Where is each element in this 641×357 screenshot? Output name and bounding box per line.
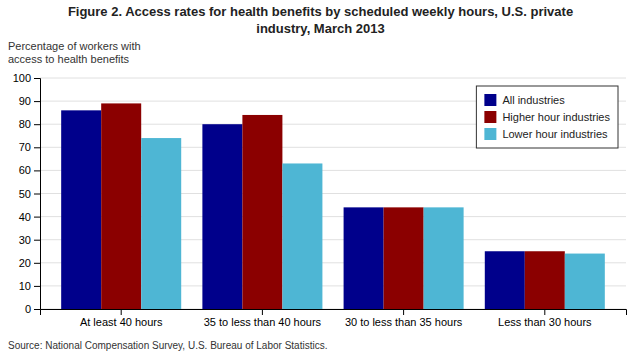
y-tick-mark bbox=[34, 217, 40, 218]
y-tick: 20 bbox=[19, 257, 40, 269]
y-tick: 90 bbox=[19, 95, 40, 107]
y-tick-label: 20 bbox=[19, 257, 31, 269]
y-tick-mark bbox=[34, 101, 40, 102]
y-tick-label: 70 bbox=[19, 141, 31, 153]
title: Figure 2. Access rates for health benefi… bbox=[68, 4, 573, 36]
legend-label: Lower hour industries bbox=[502, 128, 608, 140]
bar bbox=[61, 110, 101, 309]
legend-item: Lower hour industries bbox=[484, 128, 608, 140]
x-tick-mark bbox=[544, 309, 545, 315]
bar bbox=[424, 207, 464, 309]
x-tick: At least 40 hours bbox=[80, 309, 163, 328]
bar-series bbox=[101, 103, 565, 309]
y-tick: 100 bbox=[13, 72, 40, 84]
bar bbox=[242, 115, 282, 309]
y-axis-label: Percentage of workers withaccess to heal… bbox=[8, 40, 141, 65]
y-tick-mark bbox=[34, 240, 40, 241]
grid bbox=[40, 78, 626, 309]
x-tick: Less than 30 hours bbox=[498, 309, 592, 328]
x-tick-label: Less than 30 hours bbox=[498, 316, 592, 328]
y-tick-label: 50 bbox=[19, 188, 31, 200]
y-tick-mark bbox=[34, 194, 40, 195]
legend-label: All industries bbox=[502, 94, 565, 106]
grid-line bbox=[40, 78, 626, 79]
legend-item: Higher hour industries bbox=[484, 111, 610, 123]
x-tick: 35 to less than 40 hours bbox=[204, 309, 322, 328]
y-tick-mark bbox=[34, 263, 40, 264]
y-axis: 0 10 20 30 40 50 60 70 80 90 100 bbox=[13, 72, 41, 315]
legend-swatch bbox=[484, 94, 496, 106]
y-tick-mark bbox=[34, 286, 40, 287]
bar bbox=[344, 207, 384, 309]
chart: Figure 2. Access rates for health benefi… bbox=[0, 0, 641, 357]
bar bbox=[485, 251, 525, 309]
y-tick: 40 bbox=[19, 211, 40, 223]
y-tick-label: 60 bbox=[19, 164, 31, 176]
legend: All industries Higher hour industries Lowe… bbox=[476, 86, 618, 148]
y-tick-label: 90 bbox=[19, 95, 31, 107]
y-axis-label-line: Percentage of workers with bbox=[8, 40, 141, 52]
y-axis-line bbox=[34, 79, 41, 310]
y-tick-mark bbox=[34, 170, 40, 171]
y-tick-mark bbox=[34, 147, 40, 148]
annotation: Source: National Compensation Survey, U.… bbox=[8, 340, 327, 351]
bar bbox=[202, 124, 242, 309]
y-tick-label: 80 bbox=[19, 118, 31, 130]
bar bbox=[141, 138, 181, 309]
y-tick-label: 100 bbox=[13, 72, 31, 84]
y-tick-mark bbox=[34, 78, 40, 79]
y-tick: 10 bbox=[19, 280, 40, 292]
x-tick: 30 to less than 35 hours bbox=[345, 309, 463, 328]
legend-label: Higher hour industries bbox=[502, 111, 610, 123]
y-tick: 70 bbox=[19, 141, 40, 153]
y-tick-mark bbox=[34, 124, 40, 125]
x-tick-label: 30 to less than 35 hours bbox=[345, 316, 463, 328]
bar bbox=[384, 207, 424, 309]
y-axis-label-line: access to health benefits bbox=[8, 53, 130, 65]
y-tick: 0 bbox=[25, 303, 40, 315]
legend-item: All industries bbox=[484, 94, 565, 106]
bar bbox=[565, 254, 605, 309]
bar bbox=[101, 103, 141, 309]
bar-series bbox=[141, 138, 605, 309]
plot: 0 10 20 30 40 50 60 70 80 90 100 At least 40 hours 3… bbox=[13, 72, 627, 328]
title-line: industry, March 2013 bbox=[256, 21, 384, 36]
y-tick-mark bbox=[34, 309, 40, 310]
legend-swatch bbox=[484, 128, 496, 140]
y-tick: 80 bbox=[19, 118, 40, 130]
title-line: Figure 2. Access rates for health benefi… bbox=[68, 4, 573, 19]
y-tick-label: 40 bbox=[19, 211, 31, 223]
legend-box bbox=[476, 86, 618, 148]
x-tick-mark bbox=[121, 309, 122, 315]
y-tick-label: 30 bbox=[19, 234, 31, 246]
y-tick-label: 10 bbox=[19, 280, 31, 292]
y-tick: 50 bbox=[19, 188, 40, 200]
x-axis: At least 40 hours 35 to less than 40 hour… bbox=[41, 309, 627, 328]
y-tick: 30 bbox=[19, 234, 40, 246]
x-axis-line bbox=[41, 310, 627, 316]
y-tick: 60 bbox=[19, 164, 40, 176]
legend-swatch bbox=[484, 111, 496, 123]
y-tick-label: 0 bbox=[25, 303, 31, 315]
x-tick-mark bbox=[403, 309, 404, 315]
x-tick-label: At least 40 hours bbox=[80, 316, 163, 328]
x-tick-label: 35 to less than 40 hours bbox=[204, 316, 322, 328]
bar bbox=[282, 163, 322, 309]
bar bbox=[525, 251, 565, 309]
x-tick-mark bbox=[262, 309, 263, 315]
